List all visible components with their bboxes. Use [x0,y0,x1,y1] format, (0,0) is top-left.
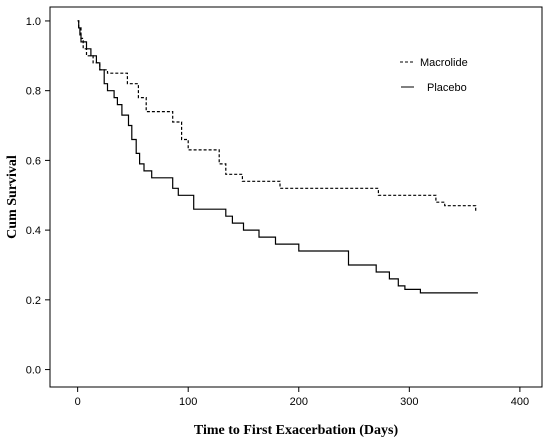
x-tick-label: 400 [511,396,529,408]
y-tick-label: 0.8 [26,86,41,98]
series-line-placebo [77,20,478,294]
y-tick-label: 0.2 [26,295,41,307]
plot-frame [49,6,543,388]
legend-label-macrolide: Macrolide [420,57,468,69]
survival-curves [77,20,478,294]
x-tick-label: 200 [290,396,308,408]
y-tick-label: 0.6 [26,155,41,167]
x-tick-label: 300 [400,396,418,408]
legend-label-placebo: Placebo [427,82,467,94]
y-tick-label: 0.4 [26,225,41,237]
x-axis-title: Time to First Exacerbation (Days) [194,423,399,438]
y-tick-label: 1.0 [26,16,41,28]
x-tick-label: 100 [179,396,197,408]
chart-legend: Macrolide Placebo [400,57,468,94]
series-line-macrolide [77,20,477,213]
y-axis-title: Cum Survival [5,155,20,239]
y-tick-label: 0.0 [26,365,41,377]
axis-ticks: 0 100 200 300 400 0.0 0.2 0.4 0.6 0.8 1.0 [26,16,529,408]
x-tick-label: 0 [75,396,81,408]
